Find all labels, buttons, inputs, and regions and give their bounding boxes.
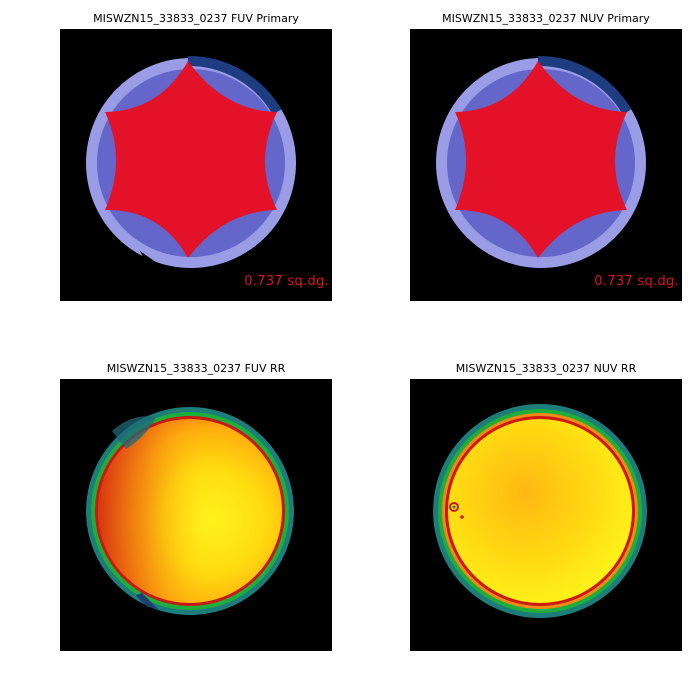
coverage-edge-arc [537, 55, 632, 115]
nuv-primary-area-label: 0.737 sq.dg. [594, 274, 679, 289]
nuv-primary-title: MISWZN15_33833_0237 NUV Primary [442, 12, 650, 25]
rr-upper-left-cut [112, 416, 156, 449]
nuv-primary-map [436, 55, 646, 268]
rr-left-shade [98, 419, 282, 603]
fuv-rr-title: MISWZN15_33833_0237 FUV RR [106, 362, 286, 375]
fuv-primary-panel: 0.737 sq.dg. [60, 29, 332, 301]
nuv-rr-map [433, 404, 647, 618]
coverage-notch [140, 251, 160, 267]
rr-hotspot-small [460, 515, 464, 519]
nuv-primary-panel: 0.737 sq.dg. [410, 29, 682, 301]
nuv-rr-panel [410, 379, 682, 651]
rr-hotspot-dot [452, 505, 456, 509]
fuv-primary-title: MISWZN15_33833_0237 FUV Primary [93, 12, 299, 25]
primary-region [105, 61, 277, 258]
fuv-primary-area-label: 0.737 sq.dg. [244, 274, 329, 289]
fuv-rr-map [86, 407, 294, 615]
coverage-edge-arc [187, 55, 282, 115]
primary-region [455, 61, 627, 258]
fuv-primary-map [86, 55, 296, 268]
nuv-rr-title: MISWZN15_33833_0237 NUV RR [455, 362, 637, 375]
rr-lower-left-notch [136, 593, 158, 609]
fuv-rr-panel [60, 379, 332, 651]
rr-hotspot-ring [449, 502, 459, 512]
rr-response-disk [448, 419, 632, 603]
